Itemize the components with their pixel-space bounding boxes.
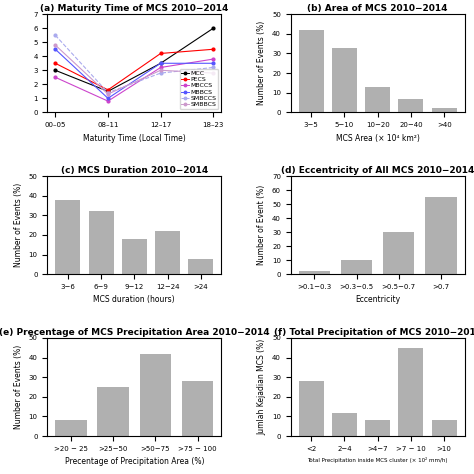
MBCCS	[105, 98, 111, 104]
X-axis label: MCS Area (× 10⁴ km²): MCS Area (× 10⁴ km²)	[336, 134, 419, 143]
Bar	[432, 109, 456, 112]
MBBCS	[210, 60, 216, 66]
SMBBCS	[105, 91, 111, 97]
Title: (c) MCS Duration 2010−2014: (c) MCS Duration 2010−2014	[61, 166, 208, 175]
MBBCS	[105, 95, 111, 101]
SMBCCS	[158, 70, 164, 76]
PECS	[53, 60, 58, 66]
MCC	[210, 26, 216, 31]
SMBBCS	[210, 70, 216, 76]
SMBCCS	[105, 90, 111, 96]
Bar	[299, 272, 330, 274]
X-axis label: Precentage of Precipitation Area (%): Precentage of Precipitation Area (%)	[64, 457, 204, 466]
Bar	[399, 348, 423, 436]
Y-axis label: Number of Events (%): Number of Events (%)	[14, 345, 23, 429]
Bar	[432, 420, 456, 436]
Line: SMBBCS: SMBBCS	[54, 44, 215, 95]
MBCCS	[210, 56, 216, 62]
Y-axis label: Number of Events (%): Number of Events (%)	[257, 21, 266, 105]
Bar	[425, 197, 456, 274]
Y-axis label: Jumlah Kejadian MCS (%): Jumlah Kejadian MCS (%)	[257, 339, 266, 435]
SMBBCS	[53, 42, 58, 48]
Title: (e) Precentage of MCS Precipitation Area 2010−2014: (e) Precentage of MCS Precipitation Area…	[0, 328, 270, 337]
Bar	[365, 87, 390, 112]
Line: MBBCS: MBBCS	[54, 48, 215, 100]
PECS	[210, 46, 216, 52]
X-axis label: MCS duration (hours): MCS duration (hours)	[93, 295, 175, 304]
Bar	[332, 47, 357, 112]
Y-axis label: Number of Events (%): Number of Events (%)	[14, 183, 23, 267]
Bar	[399, 99, 423, 112]
Bar	[299, 381, 324, 436]
MBBCS	[158, 60, 164, 66]
Bar	[122, 239, 147, 274]
PECS	[158, 51, 164, 56]
Title: (d) Eccentricity of All MCS 2010−2014: (d) Eccentricity of All MCS 2010−2014	[281, 166, 474, 175]
Bar	[383, 232, 414, 274]
Title: (f) Total Precipitation of MCS 2010−2014: (f) Total Precipitation of MCS 2010−2014	[273, 328, 474, 337]
SMBBCS	[158, 67, 164, 73]
Bar	[182, 381, 213, 436]
MCC	[105, 89, 111, 94]
Bar	[55, 200, 80, 274]
Line: SMBCCS: SMBCCS	[54, 34, 215, 94]
Bar	[299, 30, 324, 112]
Line: MCC: MCC	[54, 27, 215, 93]
Line: PECS: PECS	[54, 48, 215, 91]
Title: (a) Maturity Time of MCS 2010−2014: (a) Maturity Time of MCS 2010−2014	[40, 4, 228, 13]
SMBCCS	[53, 32, 58, 38]
MCC	[158, 60, 164, 66]
Bar	[365, 420, 390, 436]
Title: (b) Area of MCS 2010−2014: (b) Area of MCS 2010−2014	[307, 4, 448, 13]
MBCCS	[158, 64, 164, 70]
Bar	[139, 354, 171, 436]
Bar	[188, 258, 213, 274]
MCC	[53, 67, 58, 73]
Bar	[341, 260, 373, 274]
Bar	[55, 420, 87, 436]
Bar	[155, 231, 180, 274]
Bar	[89, 211, 113, 274]
X-axis label: Maturity Time (Local Time): Maturity Time (Local Time)	[83, 134, 186, 143]
Line: MBCCS: MBCCS	[54, 58, 215, 102]
MBCCS	[53, 74, 58, 80]
X-axis label: Total Precipitation inside MCS cluster (× 10² mm/h): Total Precipitation inside MCS cluster (…	[307, 457, 448, 464]
MBBCS	[53, 46, 58, 52]
SMBCCS	[210, 64, 216, 70]
X-axis label: Eccentricity: Eccentricity	[355, 295, 400, 304]
Bar	[98, 387, 129, 436]
Bar	[332, 412, 357, 436]
Legend: MCC, PECS, MBCCS, MBBCS, SMBCCS, SMBBCS: MCC, PECS, MBCCS, MBBCS, SMBCCS, SMBBCS	[180, 69, 218, 109]
PECS	[105, 87, 111, 93]
Y-axis label: Number of Event (%): Number of Event (%)	[257, 185, 266, 265]
